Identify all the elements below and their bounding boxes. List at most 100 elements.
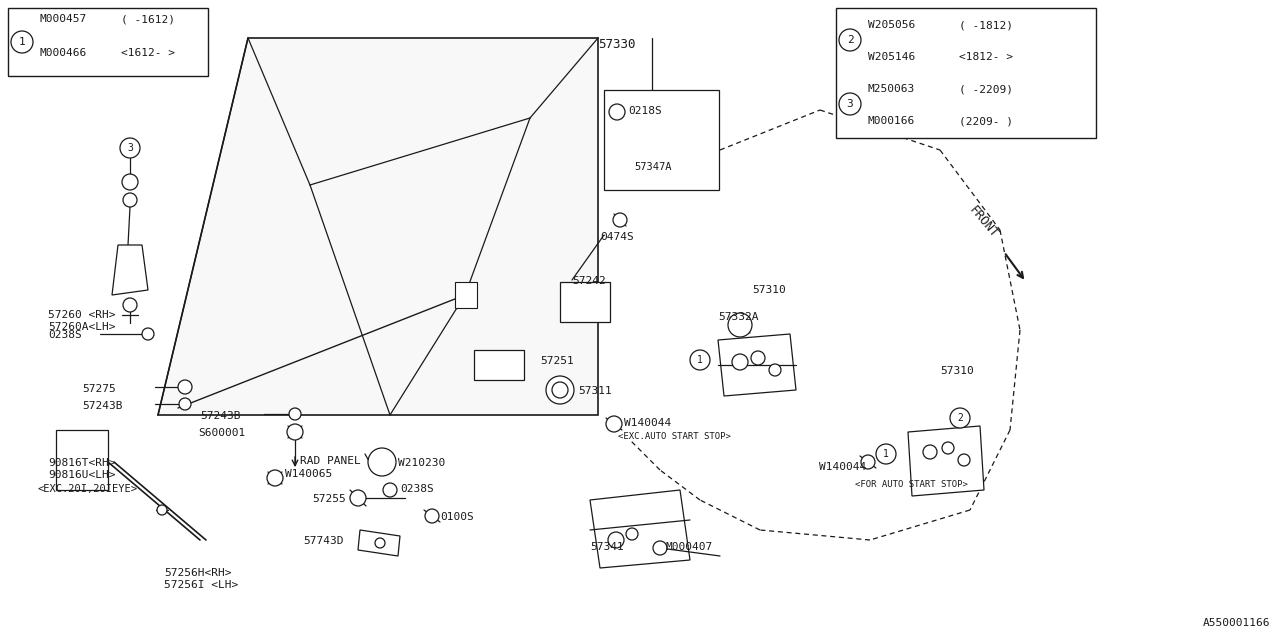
Text: W205146: W205146 (868, 52, 915, 62)
Text: A550001166: A550001166 (1202, 618, 1270, 628)
Polygon shape (718, 334, 796, 396)
Text: 57243B: 57243B (82, 401, 123, 411)
Circle shape (552, 382, 568, 398)
Text: 0218S: 0218S (628, 106, 662, 116)
Text: 57310: 57310 (940, 366, 974, 376)
Circle shape (605, 416, 622, 432)
Text: 57332A: 57332A (718, 312, 759, 322)
Bar (56, 430, 108, 490)
Text: 57311: 57311 (579, 386, 612, 396)
Bar (8, 8, 207, 76)
Circle shape (653, 541, 667, 555)
Text: 57275: 57275 (82, 384, 115, 394)
Text: 1: 1 (698, 355, 703, 365)
Text: <FOR AUTO START STOP>: <FOR AUTO START STOP> (855, 480, 968, 489)
Text: M000407: M000407 (666, 542, 712, 552)
Circle shape (369, 448, 396, 476)
Text: S600001: S600001 (198, 428, 246, 438)
Circle shape (876, 444, 896, 464)
Text: W140044: W140044 (625, 418, 671, 428)
Text: 0100S: 0100S (440, 512, 474, 522)
Text: M000466: M000466 (40, 48, 87, 58)
Text: ( -1812): ( -1812) (959, 20, 1012, 30)
Circle shape (613, 213, 627, 227)
Text: 2: 2 (957, 413, 963, 423)
Text: 2: 2 (846, 35, 854, 45)
Text: <EXC.AUTO START STOP>: <EXC.AUTO START STOP> (618, 432, 731, 441)
Circle shape (375, 538, 385, 548)
Circle shape (12, 31, 33, 53)
Text: <1812- >: <1812- > (959, 52, 1012, 62)
Text: M000166: M000166 (868, 116, 915, 126)
Text: <1612- >: <1612- > (122, 48, 175, 58)
Bar (604, 90, 719, 190)
Text: 1: 1 (19, 37, 26, 47)
Text: ( -2209): ( -2209) (959, 84, 1012, 94)
Polygon shape (113, 245, 148, 295)
Text: M000457: M000457 (40, 14, 87, 24)
Text: RAD PANEL: RAD PANEL (300, 456, 361, 466)
Text: 0474S: 0474S (600, 232, 634, 242)
Polygon shape (358, 530, 399, 556)
Circle shape (287, 424, 303, 440)
Circle shape (289, 408, 301, 420)
Text: 57347A: 57347A (634, 162, 672, 172)
Polygon shape (157, 38, 598, 415)
Circle shape (425, 509, 439, 523)
Text: 57743D: 57743D (303, 536, 344, 546)
Circle shape (268, 470, 283, 486)
Text: 0238S: 0238S (399, 484, 434, 494)
Text: 57310: 57310 (753, 285, 786, 295)
Circle shape (120, 138, 140, 158)
Text: 57243B: 57243B (200, 411, 241, 421)
Circle shape (122, 174, 138, 190)
Circle shape (142, 328, 154, 340)
Text: FRONT: FRONT (966, 204, 1000, 241)
Circle shape (547, 376, 573, 404)
Polygon shape (612, 138, 680, 185)
Text: 3: 3 (846, 99, 854, 109)
Text: ( -1612): ( -1612) (122, 14, 175, 24)
Circle shape (957, 454, 970, 466)
Text: 57341: 57341 (590, 542, 623, 552)
Circle shape (769, 364, 781, 376)
Text: W210230: W210230 (398, 458, 445, 468)
Polygon shape (590, 490, 690, 568)
Text: W205056: W205056 (868, 20, 915, 30)
Circle shape (608, 532, 625, 548)
Circle shape (626, 528, 637, 540)
Text: W140065: W140065 (285, 469, 333, 479)
Text: 90816U<LH>: 90816U<LH> (49, 470, 115, 480)
Circle shape (609, 104, 625, 120)
Circle shape (728, 313, 753, 337)
Circle shape (349, 490, 366, 506)
Text: 57255: 57255 (312, 494, 346, 504)
Circle shape (383, 483, 397, 497)
Circle shape (923, 445, 937, 459)
Circle shape (123, 298, 137, 312)
Text: 57330: 57330 (598, 38, 635, 51)
Text: 57242: 57242 (572, 276, 605, 286)
Circle shape (838, 93, 861, 115)
Circle shape (157, 505, 166, 515)
Text: 57260A<LH>: 57260A<LH> (49, 322, 115, 332)
Text: W140044: W140044 (819, 462, 867, 472)
Text: 57256H<RH>: 57256H<RH> (164, 568, 232, 578)
Bar (836, 8, 1096, 138)
Bar (474, 350, 524, 380)
Text: 57256I <LH>: 57256I <LH> (164, 580, 238, 590)
Text: <EXC.20I,20IEYE>: <EXC.20I,20IEYE> (38, 484, 138, 494)
Circle shape (690, 350, 710, 370)
Text: 57260 <RH>: 57260 <RH> (49, 310, 115, 320)
Polygon shape (908, 426, 984, 496)
Circle shape (751, 351, 765, 365)
Bar (454, 282, 477, 308)
Circle shape (178, 380, 192, 394)
Circle shape (861, 455, 876, 469)
Text: 3: 3 (127, 143, 133, 153)
Circle shape (838, 29, 861, 51)
Text: 90816T<RH>: 90816T<RH> (49, 458, 115, 468)
Text: (2209- ): (2209- ) (959, 116, 1012, 126)
Text: 57251: 57251 (540, 356, 573, 366)
Circle shape (123, 193, 137, 207)
